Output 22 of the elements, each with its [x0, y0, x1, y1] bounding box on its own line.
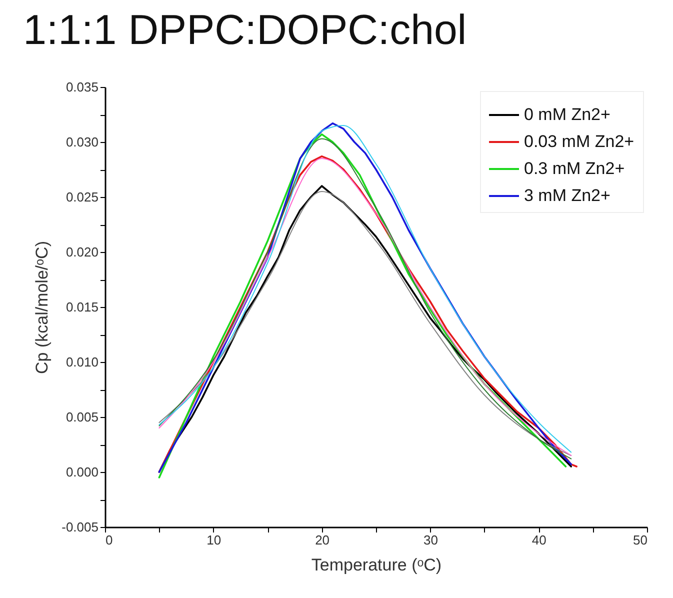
legend-label: 0.03 mM Zn2+	[524, 132, 634, 151]
y-tick-label: 0.030	[66, 134, 98, 150]
x-tick-label: 30	[423, 532, 438, 548]
y-tick-label: 0.035	[66, 80, 98, 94]
y-tick-label: 0.015	[66, 300, 98, 314]
y-tick-label: 0.005	[66, 410, 98, 424]
x-tick-label: 0	[106, 532, 113, 548]
x-tick-label: 40	[532, 532, 546, 548]
legend-label: 0 mM Zn2+	[524, 105, 611, 124]
y-tick-label: 0.000	[66, 464, 98, 480]
x-tick-label: 50	[633, 532, 648, 548]
x-tick-label: 10	[206, 532, 222, 548]
x-axis-title: Temperature (ᵒC)	[311, 556, 442, 574]
y-tick-label: 0.025	[66, 190, 98, 204]
y-axis-title: Cp (kcal/mole/ᵒC)	[32, 241, 52, 374]
x-tick-label: 20	[315, 532, 330, 548]
chart-title: 1:1:1 DPPC:DOPC:chol	[23, 6, 467, 53]
legend-label: 0.3 mM Zn2+	[524, 159, 625, 178]
y-tick-label: 0.020	[66, 244, 98, 260]
legend-label: 3 mM Zn2+	[524, 186, 611, 205]
y-tick-label: 0.010	[66, 354, 98, 370]
y-tick-label: -0.005	[62, 520, 98, 534]
